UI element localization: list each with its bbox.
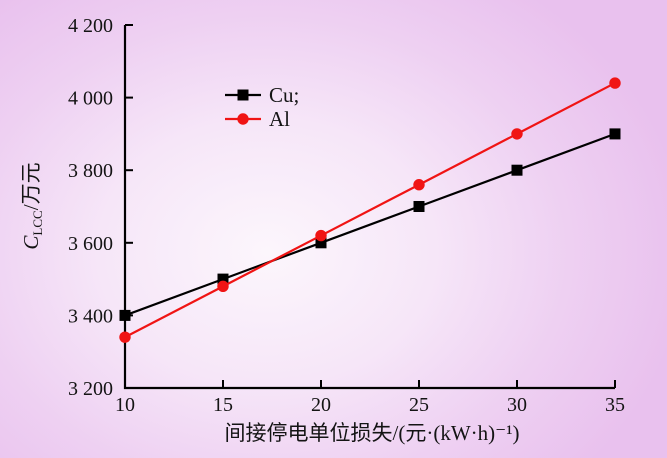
x-axis-title: 间接停电单位损失/(元·(kW·h)⁻¹) xyxy=(225,421,520,445)
legend-item-al: Al xyxy=(225,107,290,131)
x-tick-label: 25 xyxy=(409,394,429,416)
al-data-marker xyxy=(609,77,621,89)
legend-al-label: Al xyxy=(269,107,290,131)
y-tick-label: 3 400 xyxy=(68,305,113,327)
legend-cu-marker xyxy=(237,89,249,101)
al-data-marker xyxy=(217,280,229,293)
y-axis-title-text: CLCC/万元 xyxy=(19,162,45,249)
y-title-unit: /万元 xyxy=(19,162,43,210)
cu-data-marker xyxy=(609,128,621,140)
cu-series-line xyxy=(124,132,616,317)
y-tick-label: 4 000 xyxy=(68,88,113,110)
al-data-marker xyxy=(511,128,523,140)
x-tick-label: 10 xyxy=(115,394,135,416)
cu-data-marker xyxy=(119,309,131,321)
legend-al-marker xyxy=(237,113,249,125)
al-data-marker xyxy=(413,179,425,191)
cu-data-marker xyxy=(315,237,327,249)
y-title-subscript: LCC xyxy=(30,210,45,235)
x-tick-label: 15 xyxy=(213,394,233,416)
cu-data-marker xyxy=(217,273,229,285)
y-tick-label: 3 600 xyxy=(68,233,113,255)
y-axis-title: CLCC/万元 xyxy=(19,162,45,249)
x-tick-label: 35 xyxy=(605,394,625,416)
cu-data-marker xyxy=(413,201,425,212)
y-tick-label: 4 200 xyxy=(68,15,113,37)
x-tick-label: 20 xyxy=(311,394,331,416)
y-tick-label: 3 200 xyxy=(68,378,113,400)
al-series-line xyxy=(124,82,616,339)
legend-item-cu: Cu; xyxy=(225,83,299,107)
x-tick-label: 30 xyxy=(507,394,527,416)
al-data-marker xyxy=(315,229,327,242)
cu-data-marker xyxy=(511,164,523,176)
axes-lines xyxy=(123,25,615,390)
y-title-variable: C xyxy=(19,235,43,250)
y-tick-label: 3 800 xyxy=(68,160,113,182)
al-data-marker xyxy=(119,331,131,343)
legend-cu-label: Cu; xyxy=(269,83,299,107)
